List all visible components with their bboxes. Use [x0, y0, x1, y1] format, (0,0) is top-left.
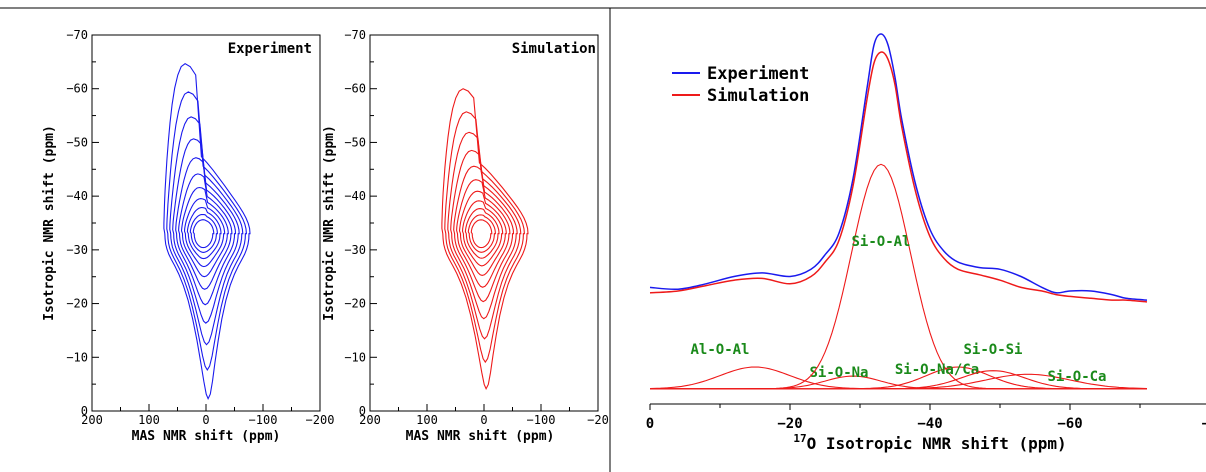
y-tick-label: −30: [66, 243, 88, 257]
y-tick-label: −70: [344, 28, 366, 42]
contour-line: [467, 214, 496, 253]
y-tick-label: −20: [66, 297, 88, 311]
legend-label-experiment: Experiment: [707, 64, 809, 84]
series-line-simulation: [649, 51, 1148, 303]
component-curve: [650, 373, 1148, 390]
x-tick-label: −100: [249, 413, 278, 427]
contour-line: [172, 138, 240, 324]
y-tick-label: −10: [344, 350, 366, 364]
component-label: Al-O-Al: [690, 342, 749, 358]
y-tick-label: −70: [66, 28, 88, 42]
contour-line: [178, 173, 233, 290]
y-tick-label: −40: [66, 189, 88, 203]
y-tick-label: −40: [344, 189, 366, 203]
contour-line: [186, 206, 222, 260]
x-tick-label: −8: [1202, 416, 1206, 432]
x-axis-label: 17O Isotropic NMR shift (ppm): [793, 432, 1066, 453]
legend: Experiment Simulation: [672, 64, 809, 106]
contour-line: [453, 165, 515, 303]
contour-line: [456, 179, 511, 288]
x-tick-label: 100: [416, 413, 438, 427]
x-axis-label-text: O Isotropic NMR shift (ppm): [807, 434, 1067, 453]
y-tick-label: 0: [359, 404, 366, 418]
legend-label-simulation: Simulation: [707, 86, 809, 106]
x-tick-label: 0: [202, 413, 209, 427]
plot-frame: [369, 34, 599, 412]
y-tick-label: −60: [344, 82, 366, 96]
contour-line: [189, 213, 218, 253]
contour-line: [183, 198, 226, 268]
x-axis-label: MAS NMR shift (ppm): [132, 429, 281, 444]
contour-line: [180, 186, 229, 278]
component-label: Si-O-Al: [851, 234, 910, 250]
panel-title: Experiment: [228, 41, 312, 57]
y-tick-label: −20: [344, 297, 366, 311]
contour-line: [447, 131, 522, 340]
x-tick-label: −100: [527, 413, 556, 427]
component-label: Si-O-Si: [963, 342, 1022, 358]
x-tick-label: 100: [138, 413, 160, 427]
x-axis-label-superscript: 17: [793, 432, 806, 445]
x-tick-label: −20: [777, 416, 802, 432]
contour-line: [461, 200, 504, 267]
x-tick-label: −40: [917, 416, 942, 432]
plot-frame: [91, 34, 321, 412]
panel-title: Simulation: [512, 41, 596, 57]
contour-line: [444, 111, 525, 364]
contour-line: [464, 208, 500, 259]
simulation-contour-panel: Simulation MAS NMR shift (ppm) Isotropic…: [322, 28, 609, 444]
y-tick-label: −30: [344, 243, 366, 257]
contour-line: [175, 157, 237, 306]
component-label: Si-O-Na: [809, 365, 868, 381]
y-tick-label: −50: [66, 135, 88, 149]
contour-line: [166, 91, 247, 371]
experiment-contour-panel: Experiment MAS NMR shift (ppm) Isotropic…: [42, 28, 334, 444]
y-tick-label: 0: [81, 404, 88, 418]
y-axis-label: Isotropic NMR shift (ppm): [322, 125, 337, 321]
x-tick-label: 0: [480, 413, 487, 427]
y-tick-label: −50: [344, 135, 366, 149]
y-tick-label: −60: [66, 82, 88, 96]
x-tick-label: −200: [306, 413, 335, 427]
contour-line: [470, 219, 493, 249]
contour-line: [450, 149, 518, 320]
x-tick-label: 200: [359, 413, 381, 427]
contour-line: [169, 116, 244, 346]
contour-line: [458, 190, 507, 276]
projection-panel: 0 −20 −40 −60 −8 17O Isotropic NMR shift (pp…: [646, 33, 1206, 453]
x-tick-label: −20: [587, 413, 609, 427]
contour-line: [441, 88, 529, 390]
contour-line: [192, 219, 215, 249]
x-tick-label: −60: [1057, 416, 1082, 432]
series-line-experiment: [649, 33, 1148, 301]
component-label: Si-O-Na/Ca: [895, 362, 979, 378]
component-label: Si-O-Ca: [1047, 369, 1106, 385]
x-tick-label: 0: [646, 416, 654, 432]
contour-line: [163, 63, 251, 401]
x-tick-label: 200: [81, 413, 103, 427]
x-axis-label: MAS NMR shift (ppm): [406, 429, 555, 444]
y-axis-label: Isotropic NMR shift (ppm): [42, 125, 57, 321]
y-tick-label: −10: [66, 350, 88, 364]
